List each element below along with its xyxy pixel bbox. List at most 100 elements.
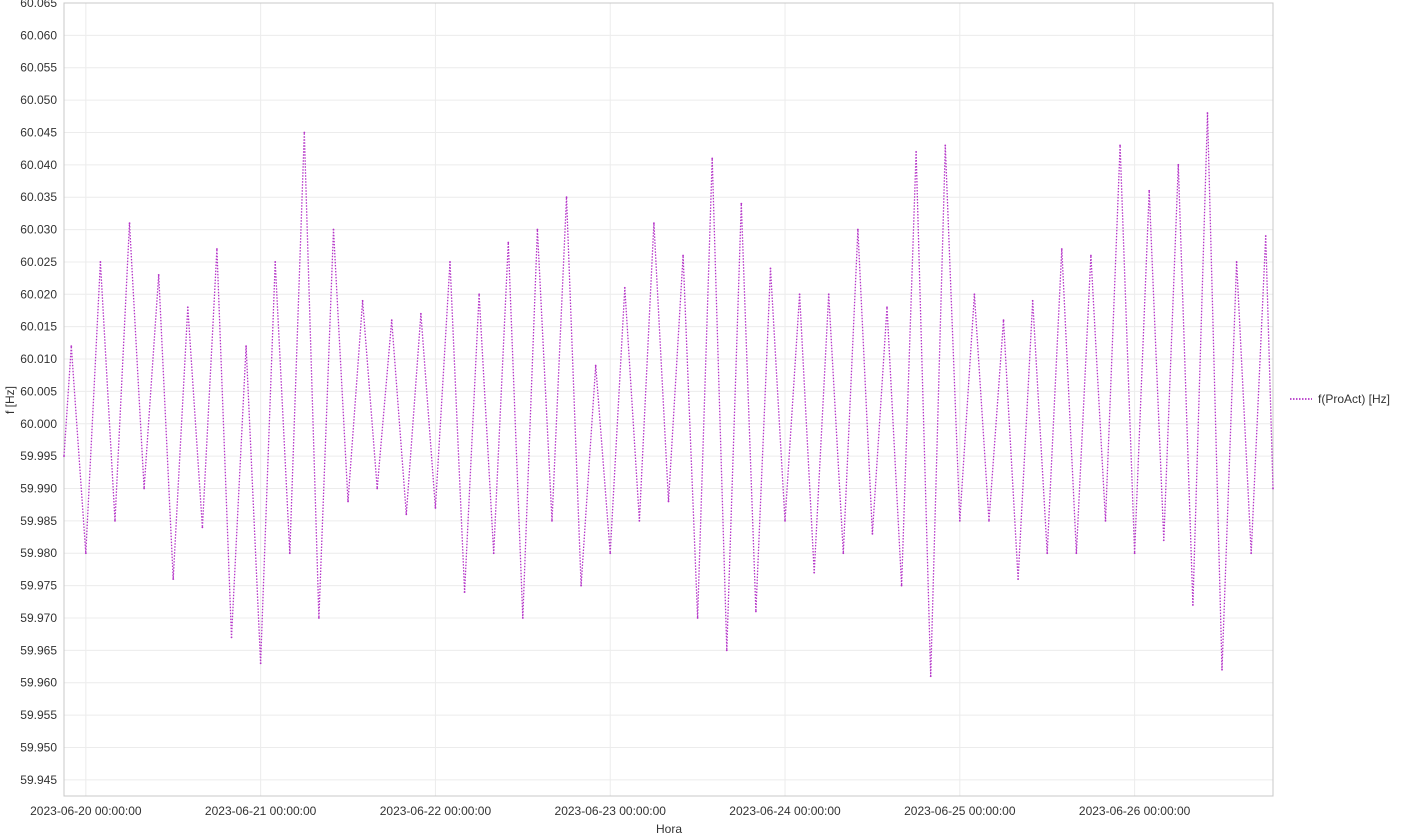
data-point — [1162, 539, 1165, 542]
x-tick-label: 2023-06-20 00:00:00 — [30, 804, 142, 818]
y-tick-label: 59.975 — [20, 579, 57, 593]
y-tick-label: 59.985 — [20, 514, 57, 528]
y-tick-label: 60.030 — [20, 223, 57, 237]
data-point — [201, 526, 204, 529]
data-point — [1272, 487, 1274, 490]
data-point — [1104, 519, 1107, 522]
data-point — [973, 293, 976, 296]
data-point — [274, 261, 277, 263]
x-tick-label: 2023-06-23 00:00:00 — [555, 804, 667, 818]
y-tick-label: 60.015 — [20, 320, 57, 334]
data-point — [609, 552, 612, 555]
data-point — [1148, 189, 1151, 192]
data-point — [1060, 248, 1063, 250]
data-point — [128, 222, 131, 224]
data-point — [682, 254, 684, 257]
y-tick-label: 60.055 — [20, 61, 57, 75]
data-point — [376, 487, 379, 490]
data-point — [769, 267, 772, 270]
data-point — [449, 261, 451, 263]
y-tick-label: 59.990 — [20, 482, 57, 496]
data-point — [463, 591, 466, 593]
data-point — [725, 649, 728, 652]
x-tick-label: 2023-06-25 00:00:00 — [904, 804, 1016, 818]
data-point — [856, 228, 859, 231]
y-tick-label: 60.035 — [20, 190, 57, 204]
data-point — [84, 552, 87, 555]
legend-label-f-proact: f(ProAct) [Hz] — [1318, 392, 1390, 406]
y-tick-label: 59.965 — [20, 643, 57, 657]
y-tick-label: 60.020 — [20, 287, 57, 301]
data-point — [492, 552, 495, 555]
data-point — [157, 273, 160, 276]
data-point — [478, 293, 481, 296]
data-point — [536, 228, 539, 231]
data-point — [740, 202, 743, 205]
x-tick-label: 2023-06-21 00:00:00 — [205, 804, 317, 818]
y-tick-label: 59.960 — [20, 676, 57, 690]
x-axis-ticks: 2023-06-20 00:00:00 2023-06-21 00:00:00 20… — [30, 804, 1191, 818]
y-tick-label: 60.000 — [20, 417, 57, 431]
data-point — [114, 519, 116, 522]
data-point — [405, 513, 408, 516]
data-point — [1090, 254, 1092, 257]
data-point — [259, 662, 262, 665]
data-point — [711, 157, 714, 160]
data-point — [332, 228, 335, 231]
y-tick-label: 59.995 — [20, 449, 57, 463]
data-point — [186, 306, 189, 309]
data-point — [172, 578, 175, 581]
data-point — [623, 286, 626, 289]
data-point — [1031, 299, 1034, 302]
y-tick-label: 60.045 — [20, 125, 57, 139]
x-tick-label: 2023-06-24 00:00:00 — [729, 804, 841, 818]
data-point — [565, 196, 568, 199]
data-point — [434, 507, 437, 509]
data-point — [303, 131, 306, 134]
y-axis-ticks: 60.065 60.060 60.055 60.050 60.045 60.040 60.0… — [20, 0, 57, 787]
y-tick-label: 60.010 — [20, 352, 57, 366]
data-point — [915, 150, 918, 153]
data-point — [871, 532, 874, 535]
data-point — [958, 519, 961, 522]
data-point — [245, 345, 247, 347]
data-point — [288, 552, 291, 555]
data-point — [1133, 552, 1136, 555]
data-point — [653, 222, 655, 224]
data-point — [1002, 319, 1005, 322]
data-point — [638, 519, 641, 522]
data-point — [216, 248, 218, 250]
data-point — [1221, 668, 1223, 671]
data-point — [63, 455, 65, 458]
legend[interactable]: f(ProAct) [Hz] — [1290, 392, 1390, 406]
data-point — [347, 500, 349, 503]
data-point — [696, 617, 699, 619]
data-point — [1264, 235, 1267, 237]
y-tick-label: 60.025 — [20, 255, 57, 269]
data-point — [1191, 604, 1194, 606]
data-point — [594, 364, 597, 367]
data-point — [230, 636, 233, 639]
data-point — [1017, 578, 1019, 581]
y-tick-label: 59.950 — [20, 740, 57, 754]
data-point — [784, 519, 786, 522]
y-tick-label: 60.050 — [20, 93, 57, 107]
data-point — [1046, 552, 1049, 555]
data-point — [419, 312, 422, 315]
y-tick-label: 59.970 — [20, 611, 57, 625]
data-point — [580, 584, 583, 587]
data-point — [754, 610, 757, 613]
data-point — [827, 293, 830, 296]
data-point — [70, 345, 73, 347]
data-point — [798, 293, 801, 296]
data-point — [143, 487, 146, 490]
data-point — [944, 144, 947, 147]
data-point — [813, 571, 816, 574]
data-point — [507, 241, 510, 244]
data-point — [1119, 144, 1121, 147]
data-point — [886, 306, 888, 309]
series-layer — [63, 112, 1274, 678]
y-tick-label: 59.945 — [20, 773, 57, 787]
y-tick-label: 59.955 — [20, 708, 57, 722]
data-point — [1177, 163, 1180, 166]
